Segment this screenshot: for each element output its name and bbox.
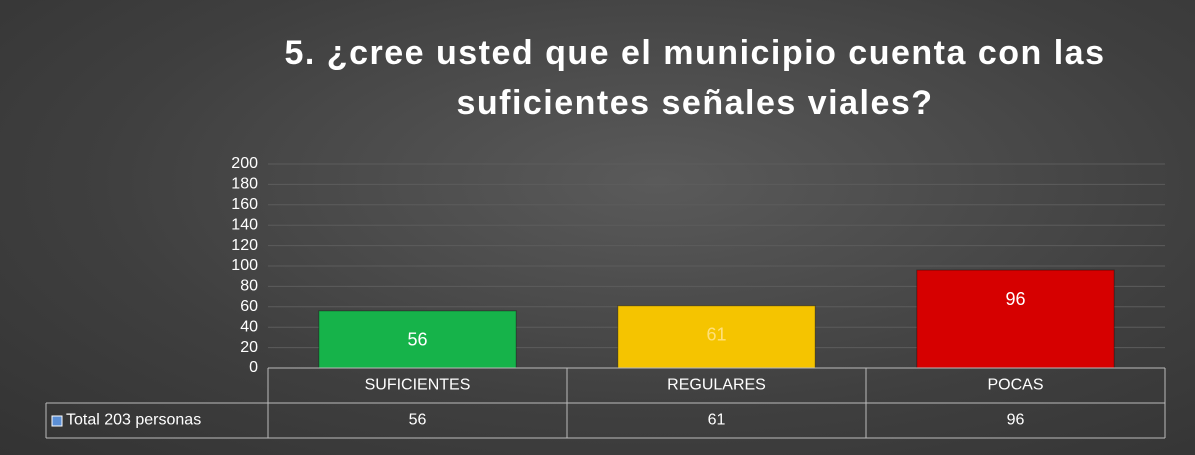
bar [318,310,517,369]
table-value: 61 [708,412,726,429]
legend-label: Total 203 personas [66,412,201,429]
data-label: 56 [407,330,427,350]
y-tick-label: 180 [231,176,258,193]
y-tick-label: 0 [249,359,258,376]
y-tick-label: 120 [231,237,258,254]
data-label: 61 [706,325,726,345]
data-label: 96 [1005,289,1025,309]
y-tick-label: 140 [231,216,258,233]
y-tick-label: 80 [240,278,258,295]
x-tick-label: POCAS [987,377,1043,394]
table-value: 56 [409,412,427,429]
bar [916,269,1115,369]
y-tick-label: 20 [240,339,258,356]
chart-title: 5. ¿cree usted que el municipio cuenta c… [284,34,1106,122]
x-tick-label: SUFICIENTES [365,377,471,394]
x-tick-label: REGULARES [667,377,766,394]
y-tick-label: 100 [231,257,258,274]
legend-key [51,415,63,427]
y-tick-label: 160 [231,196,258,213]
table-value: 96 [1007,412,1025,429]
bar [617,305,816,369]
y-tick-label: 60 [240,298,258,315]
y-tick-label: 40 [240,318,258,335]
y-tick-label: 200 [231,155,258,172]
